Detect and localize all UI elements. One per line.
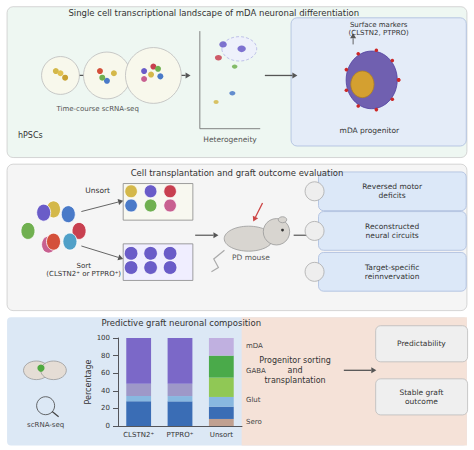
svg-text:Heterogeneity: Heterogeneity (203, 135, 257, 144)
svg-text:20: 20 (101, 404, 110, 412)
svg-text:(CLSTN2⁺ or PTPRO⁺): (CLSTN2⁺ or PTPRO⁺) (46, 270, 121, 278)
svg-text:Unsort: Unsort (85, 186, 110, 195)
svg-text:PTPRO⁺: PTPRO⁺ (167, 431, 194, 439)
svg-text:PD mouse: PD mouse (232, 253, 270, 262)
svg-text:60: 60 (101, 369, 110, 377)
svg-text:Predictive graft neuronal comp: Predictive graft neuronal composition (101, 318, 261, 328)
svg-text:mDA progenitor: mDA progenitor (340, 126, 400, 135)
svg-text:reinnvervation: reinnvervation (365, 272, 420, 281)
svg-text:100: 100 (97, 334, 110, 342)
svg-text:0: 0 (106, 422, 110, 430)
svg-text:Glut: Glut (246, 396, 261, 404)
svg-text:deficits: deficits (379, 191, 406, 200)
svg-text:Predictability: Predictability (397, 339, 446, 348)
svg-text:Sero: Sero (246, 418, 262, 426)
svg-text:CLSTN2⁺: CLSTN2⁺ (123, 431, 154, 439)
svg-text:Percentage: Percentage (84, 359, 93, 404)
svg-text:(CLSTN2, PTPRO): (CLSTN2, PTPRO) (349, 29, 409, 37)
svg-text:Unsort: Unsort (210, 431, 233, 439)
svg-text:Single cell transcriptional la: Single cell transcriptional landscape of… (68, 8, 359, 18)
svg-text:Target-specific: Target-specific (364, 263, 419, 272)
svg-text:Stable graft: Stable graft (399, 388, 443, 397)
svg-text:scRNA-seq: scRNA-seq (27, 421, 64, 429)
svg-text:neural circuits: neural circuits (366, 231, 419, 240)
svg-text:Cell transplantation and graft: Cell transplantation and graft outcome e… (131, 168, 344, 178)
svg-text:outcome: outcome (405, 397, 438, 406)
svg-text:Reconstructed: Reconstructed (365, 222, 419, 231)
svg-text:Time-course scRNA-seq: Time-course scRNA-seq (55, 105, 138, 113)
svg-text:GABA: GABA (246, 367, 266, 375)
svg-text:Surface markers: Surface markers (350, 21, 408, 29)
svg-text:hPSCs: hPSCs (18, 131, 43, 140)
svg-text:40: 40 (101, 387, 110, 395)
svg-text:mDA: mDA (246, 342, 263, 350)
svg-text:Progenitor sorting: Progenitor sorting (259, 356, 331, 365)
svg-text:80: 80 (101, 352, 110, 360)
svg-text:transplantation: transplantation (264, 376, 325, 385)
svg-text:and: and (288, 366, 303, 375)
svg-text:Reversed motor: Reversed motor (362, 182, 423, 191)
svg-text:Sort: Sort (77, 262, 92, 270)
